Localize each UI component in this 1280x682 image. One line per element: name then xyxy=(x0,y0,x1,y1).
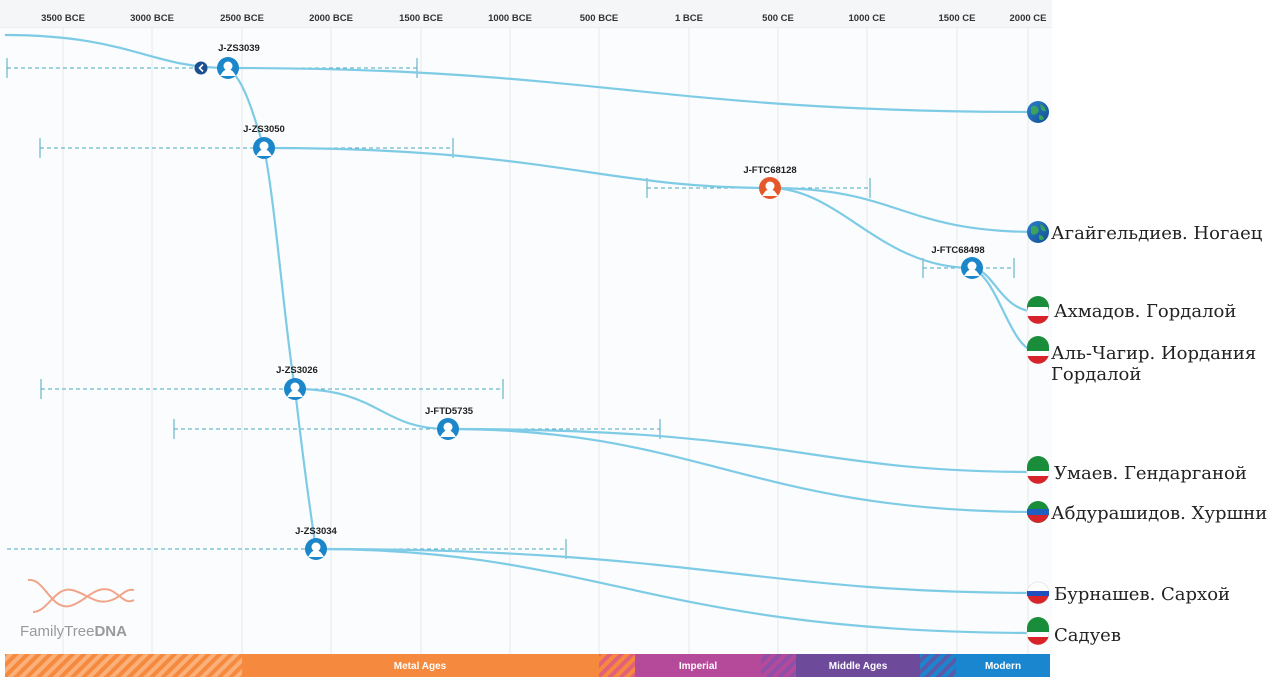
branch-n1-l0 xyxy=(227,66,1039,114)
person-icon xyxy=(256,149,272,156)
leaf-label: Абдурашидов. Хуршни xyxy=(1051,503,1267,524)
chechnya-flag-icon xyxy=(1026,456,1050,484)
tick-label: 2500 BCE xyxy=(220,13,264,24)
era-segment-transition-1 xyxy=(599,654,635,677)
leaf-l3[interactable]: Аль-Чагир. Иордания Гордалой xyxy=(1026,336,1256,385)
chechnya-flag-icon xyxy=(1026,296,1050,324)
chevron-left-icon xyxy=(198,63,204,73)
branch-n2-n3 xyxy=(263,146,771,190)
node-label: J-ZS3034 xyxy=(295,526,337,537)
era-bar: Metal Ages Imperial Middle Ages Modern xyxy=(5,654,1050,677)
node-label: J-FTC68498 xyxy=(931,245,984,256)
node-label: J-ZS3026 xyxy=(276,365,318,376)
leaf-label: Садуев xyxy=(1054,625,1121,646)
brand-name-bold: DNA xyxy=(94,623,127,640)
node-label: J-ZS3039 xyxy=(218,43,260,54)
person-icon xyxy=(308,550,324,557)
tick-label: 3000 BCE xyxy=(130,13,174,24)
branch-n6-l4 xyxy=(447,427,1039,474)
tick-label: 2000 BCE xyxy=(309,13,353,24)
tick-label: 2000 CE xyxy=(1010,13,1047,24)
leaf-label: Аль-Чагир. Иордания xyxy=(1051,343,1256,364)
branch-n6-l5 xyxy=(447,427,1039,514)
era-segment-prehistoric xyxy=(5,654,242,677)
era-segment-transition-3 xyxy=(920,654,956,677)
era-segment-modern xyxy=(956,654,1050,677)
node-label: J-ZS3050 xyxy=(243,124,285,135)
branch-n3-l1 xyxy=(769,186,1039,234)
node-n6[interactable]: J-FTD5735 xyxy=(425,406,474,440)
tick-label: 3500 BCE xyxy=(41,13,85,24)
dna-helix-icon xyxy=(27,578,135,613)
leaf-l2[interactable]: Ахмадов. Гордалой xyxy=(1026,296,1236,324)
tick-label: 1000 BCE xyxy=(488,13,532,24)
branch-n3-n4 xyxy=(769,186,973,270)
node-n7[interactable]: J-ZS3034 xyxy=(295,526,338,560)
tick-label: 1500 CE xyxy=(939,13,976,24)
leaf-label-line2: Гордалой xyxy=(1051,364,1141,385)
svg-text:FamilyTreeDNA: FamilyTreeDNA xyxy=(20,623,127,640)
node-n3[interactable]: J-FTC68128 xyxy=(743,165,797,199)
leaf-l0[interactable] xyxy=(1027,101,1049,123)
branches xyxy=(4,33,1039,635)
globe-icon xyxy=(1027,101,1049,123)
tick-label: 500 CE xyxy=(762,13,794,24)
node-label: J-FTD5735 xyxy=(425,406,474,417)
person-icon xyxy=(220,69,236,76)
branch-n2-n5 xyxy=(262,147,297,390)
chechnya-flag-icon xyxy=(1026,336,1050,364)
leaf-l1[interactable]: Агайгельдиев. Ногаец xyxy=(1027,221,1263,244)
chechnya-flag-icon xyxy=(1026,617,1050,645)
dagestan-flag-icon xyxy=(1027,501,1049,523)
era-label: Modern xyxy=(985,661,1021,672)
collapse-chevron-button[interactable] xyxy=(194,61,208,75)
branch-n5-n6 xyxy=(294,387,449,431)
familytreedna-logo: FamilyTreeDNA xyxy=(20,578,135,640)
leaf-label: Ахмадов. Гордалой xyxy=(1054,301,1236,322)
node-n2[interactable]: J-ZS3050 xyxy=(243,124,285,159)
era-segment-middle-ages xyxy=(796,654,920,677)
person-icon xyxy=(964,269,980,276)
leaf-label: Бурнашев. Сархой xyxy=(1054,584,1230,605)
tick-label: 500 BCE xyxy=(580,13,619,24)
leaf-l6[interactable]: Бурнашев. Сархой xyxy=(1026,581,1230,605)
node-label: J-FTC68128 xyxy=(743,165,796,176)
era-segment-transition-2 xyxy=(761,654,796,677)
grid-lines xyxy=(62,28,1029,654)
person-icon xyxy=(762,189,778,196)
tick-label: 1500 BCE xyxy=(399,13,443,24)
person-icon xyxy=(287,390,303,397)
leaf-label: Умаев. Гендарганой xyxy=(1054,463,1247,484)
node-n1[interactable]: J-ZS3039 xyxy=(217,43,260,79)
era-label: Imperial xyxy=(679,661,718,672)
range-n7 xyxy=(7,539,567,559)
axis-ticks: 3500 BCE 3000 BCE 2500 BCE 2000 BCE 1500… xyxy=(41,13,1046,24)
era-segment-metal-ages xyxy=(242,654,599,677)
era-segment-imperial xyxy=(635,654,761,677)
branch-n7-l6 xyxy=(315,547,1039,595)
node-n5[interactable]: J-ZS3026 xyxy=(276,365,318,400)
person-icon xyxy=(440,430,456,437)
range-n3 xyxy=(646,178,871,198)
leaf-l7[interactable]: Садуев xyxy=(1026,617,1121,646)
era-label: Middle Ages xyxy=(829,661,888,672)
leaf-l4[interactable]: Умаев. Гендарганой xyxy=(1026,456,1247,484)
russia-flag-icon xyxy=(1026,581,1050,605)
range-n5 xyxy=(40,379,504,399)
leaf-label: Агайгельдиев. Ногаец xyxy=(1051,223,1263,244)
axis-header xyxy=(0,0,1052,28)
node-n4[interactable]: J-FTC68498 xyxy=(931,245,985,279)
era-label: Metal Ages xyxy=(394,661,447,672)
leaf-l5[interactable]: Абдурашидов. Хуршни xyxy=(1027,501,1267,524)
branch-n7-l7 xyxy=(315,547,1039,635)
tick-label: 1 BCE xyxy=(675,13,703,24)
branch-n5-n7 xyxy=(293,388,318,550)
globe-icon xyxy=(1027,221,1049,243)
tick-label: 1000 CE xyxy=(849,13,886,24)
brand-name-regular: FamilyTree xyxy=(20,623,94,640)
